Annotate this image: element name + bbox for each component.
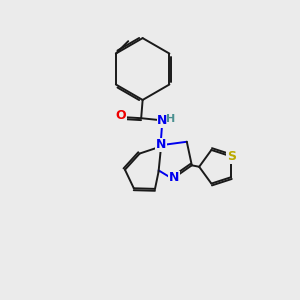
Text: H: H: [166, 114, 175, 124]
Text: O: O: [116, 109, 127, 122]
Text: N: N: [156, 138, 166, 151]
Text: S: S: [226, 150, 236, 163]
Text: N: N: [157, 114, 168, 127]
Text: N: N: [169, 171, 179, 184]
